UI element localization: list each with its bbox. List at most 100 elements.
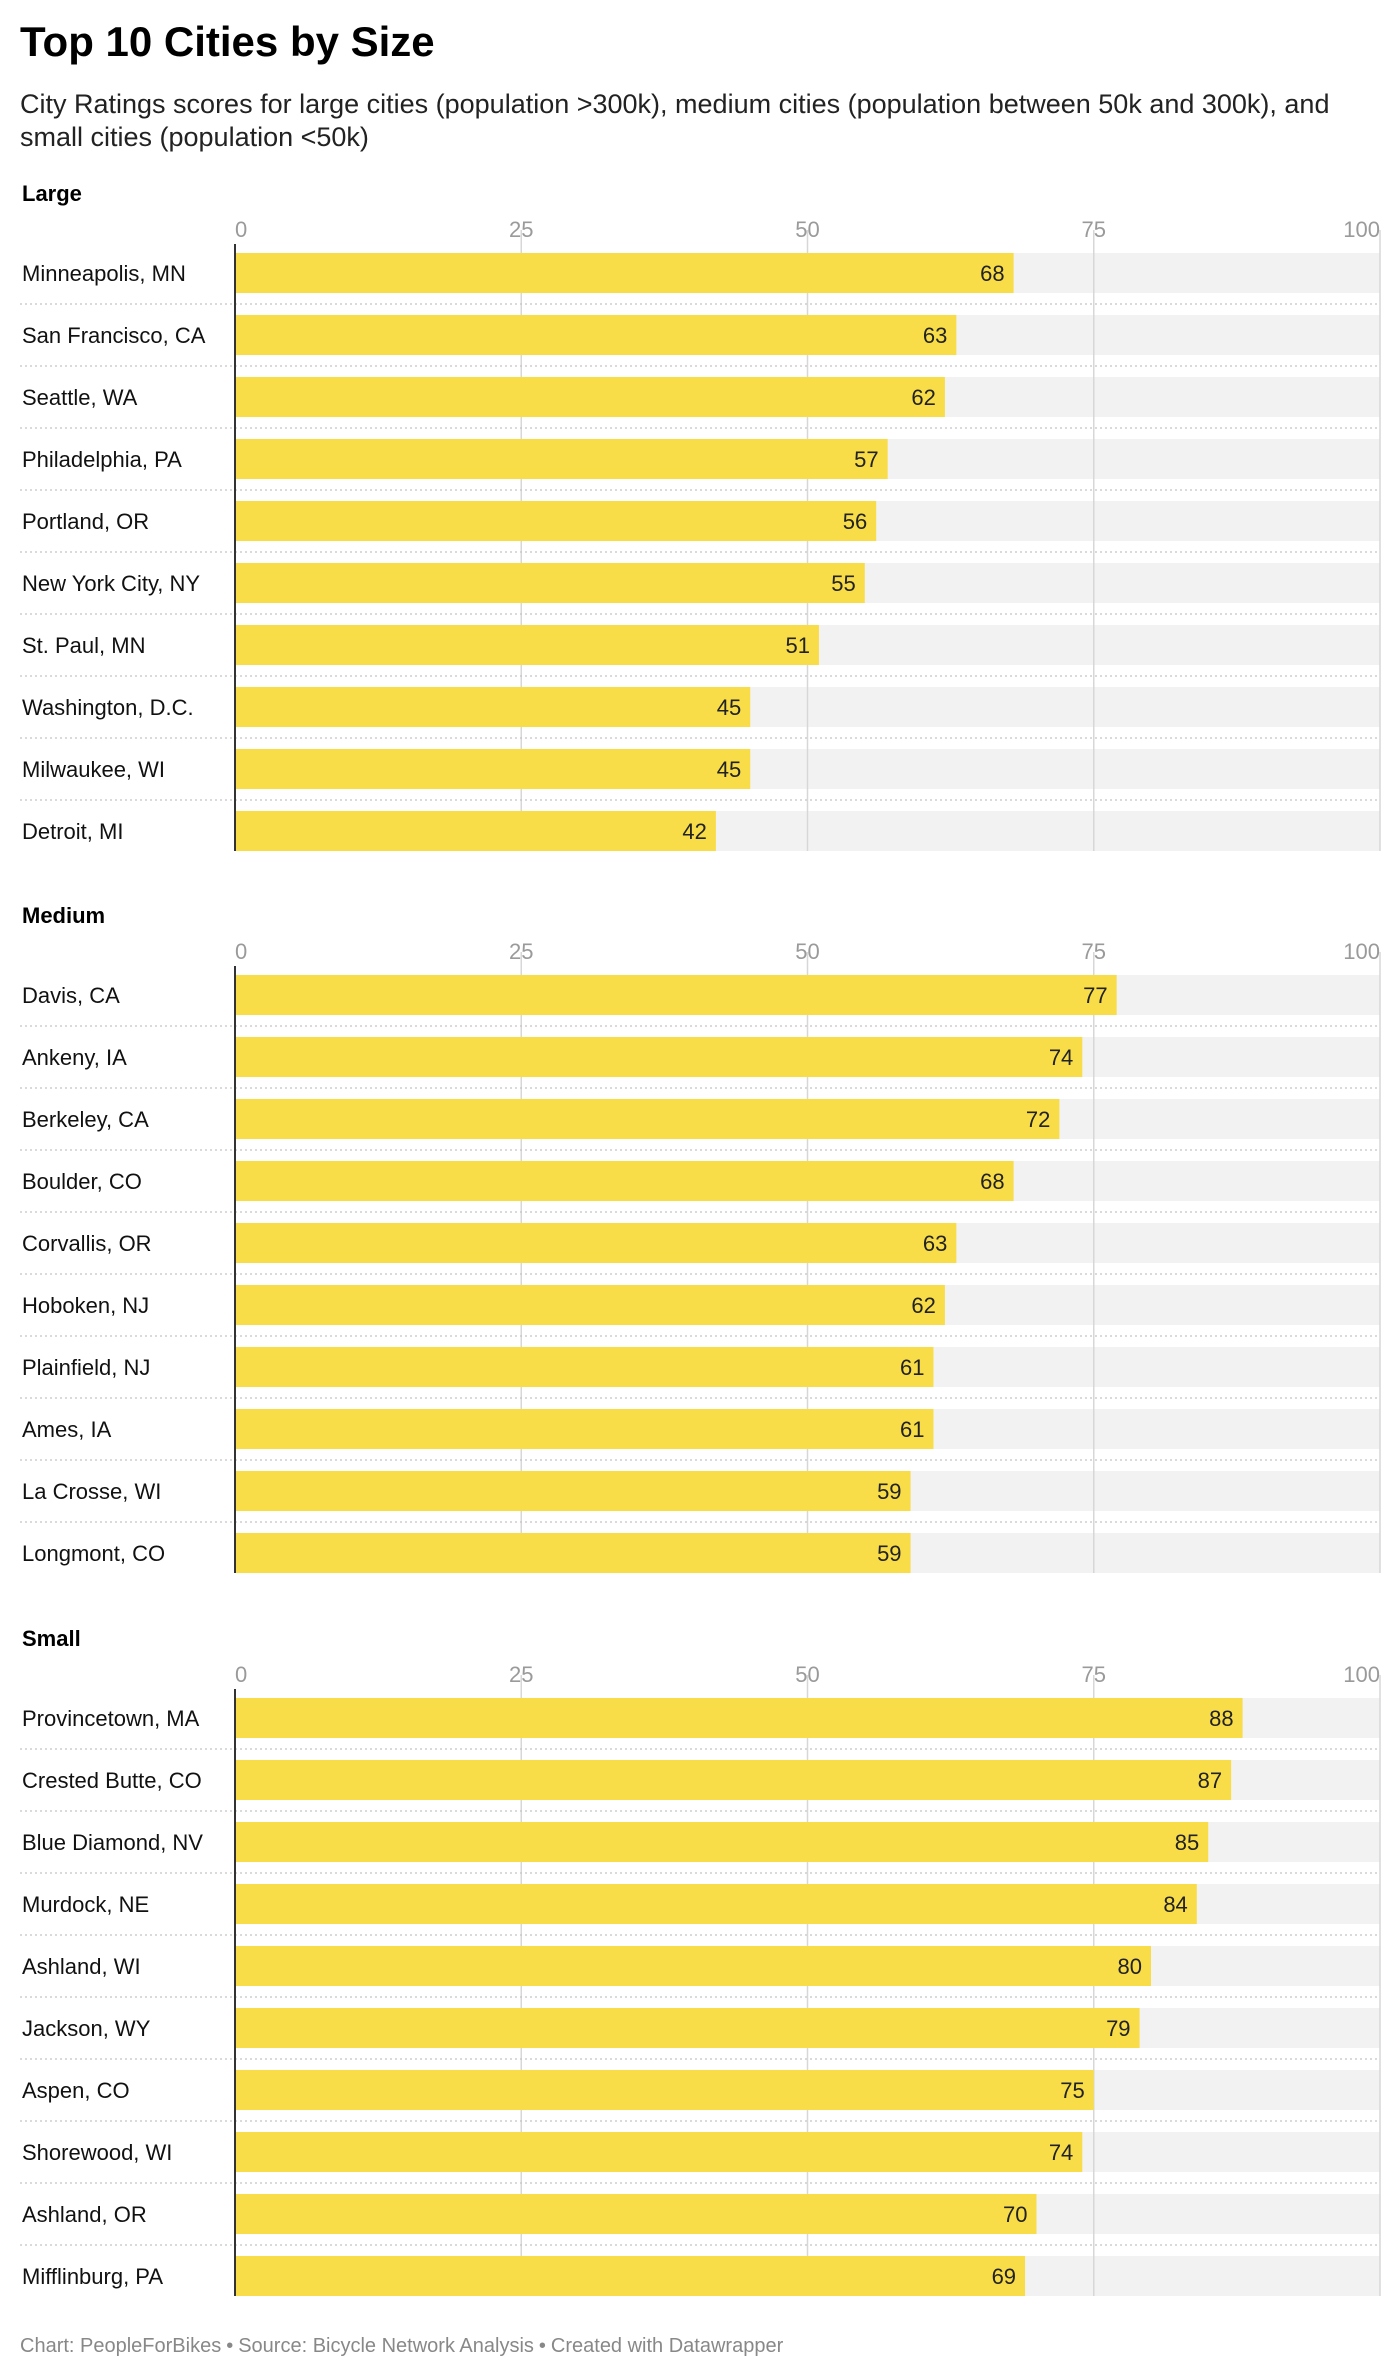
bar-value-label: 69: [992, 2264, 1016, 2289]
category-label: Corvallis, OR: [22, 1231, 152, 1256]
bar-value-label: 57: [854, 447, 878, 472]
category-label: Plainfield, NJ: [22, 1355, 150, 1380]
bar: [235, 315, 957, 355]
bar: [235, 975, 1117, 1015]
bar-value-label: 68: [980, 261, 1004, 286]
bar-value-label: 45: [717, 757, 741, 782]
bar: [235, 1099, 1060, 1139]
bar: [235, 1161, 1014, 1201]
category-label: Murdock, NE: [22, 1892, 149, 1917]
bar-value-label: 63: [923, 323, 947, 348]
bar: [235, 1409, 934, 1449]
category-label: Ankeny, IA: [22, 1045, 127, 1070]
category-label: Berkeley, CA: [22, 1107, 149, 1132]
bar-value-label: 87: [1198, 1768, 1222, 1793]
category-label: Davis, CA: [22, 983, 120, 1008]
chart-footer: Chart: PeopleForBikes • Source: Bicycle Ne…: [20, 2335, 783, 2358]
x-tick-label: 25: [509, 1662, 533, 1687]
bar-value-label: 79: [1106, 2016, 1130, 2041]
x-tick-label: 100: [1343, 217, 1380, 242]
category-label: Seattle, WA: [22, 385, 138, 410]
bar: [235, 1285, 945, 1325]
bar-value-label: 74: [1049, 1045, 1073, 1070]
bar-value-label: 70: [1003, 2202, 1027, 2227]
bar: [235, 1037, 1083, 1077]
bar: [235, 687, 751, 727]
bar-value-label: 62: [911, 385, 935, 410]
category-label: Minneapolis, MN: [22, 261, 186, 286]
category-label: Longmont, CO: [22, 1541, 165, 1566]
bar-value-label: 88: [1209, 1706, 1233, 1731]
bar: [235, 625, 819, 665]
category-label: Washington, D.C.: [22, 695, 194, 720]
bar-value-label: 77: [1083, 983, 1107, 1008]
bar: [235, 501, 877, 541]
category-label: Detroit, MI: [22, 819, 123, 844]
category-label: Portland, OR: [22, 509, 149, 534]
bar: [235, 1946, 1151, 1986]
category-label: Hoboken, NJ: [22, 1293, 149, 1318]
x-tick-label: 50: [795, 1662, 819, 1687]
category-label: Ashland, OR: [22, 2202, 147, 2227]
bar-value-label: 61: [900, 1417, 924, 1442]
bar-charts: Large 0 25 50 75 100 68 Minneapolis, MN 63 San Fr…: [20, 181, 1381, 2296]
bar: [235, 811, 716, 851]
x-tick-label: 0: [235, 217, 247, 242]
footer-separator: •: [226, 2335, 234, 2357]
x-tick-label: 25: [509, 217, 533, 242]
x-tick-label: 0: [235, 939, 247, 964]
chart-subtitle: City Ratings scores for large cities (po…: [20, 89, 1330, 152]
x-tick-label: 25: [509, 939, 533, 964]
category-label: Crested Butte, CO: [22, 1768, 202, 1793]
bar: [235, 563, 865, 603]
panel-title: Large: [22, 181, 82, 206]
category-label: San Francisco, CA: [22, 323, 206, 348]
bar: [235, 2132, 1083, 2172]
category-label: Shorewood, WI: [22, 2140, 172, 2165]
bar-value-label: 63: [923, 1231, 947, 1256]
footer-created-with[interactable]: Created with Datawrapper: [550, 2335, 784, 2357]
category-label: Ames, IA: [22, 1417, 112, 1442]
bar: [235, 1347, 934, 1387]
x-tick-label: 75: [1082, 1662, 1106, 1687]
category-label: La Crosse, WI: [22, 1479, 161, 1504]
category-label: Milwaukee, WI: [22, 757, 165, 782]
bar-value-label: 59: [877, 1479, 901, 1504]
x-tick-label: 100: [1343, 1662, 1380, 1687]
bar: [235, 377, 945, 417]
category-label: St. Paul, MN: [22, 633, 145, 658]
x-tick-label: 0: [235, 1662, 247, 1687]
footer-separator: •: [538, 2335, 546, 2357]
category-label: Provincetown, MA: [22, 1706, 200, 1731]
category-label: Ashland, WI: [22, 1954, 141, 1979]
x-tick-label: 50: [795, 939, 819, 964]
bar-value-label: 74: [1049, 2140, 1073, 2165]
bar-value-label: 42: [682, 819, 706, 844]
category-label: New York City, NY: [22, 571, 200, 596]
bar: [235, 253, 1014, 293]
category-label: Boulder, CO: [22, 1169, 142, 1194]
category-label: Blue Diamond, NV: [22, 1830, 203, 1855]
bar: [235, 1884, 1197, 1924]
bar: [235, 439, 888, 479]
bar-value-label: 55: [831, 571, 855, 596]
bar: [235, 2256, 1026, 2296]
bar-value-label: 51: [785, 633, 809, 658]
footer-credit[interactable]: Chart: PeopleForBikes: [20, 2335, 222, 2357]
bar: [235, 1223, 957, 1263]
bar-value-label: 84: [1163, 1892, 1187, 1917]
footer-source[interactable]: Source: Bicycle Network Analysis: [238, 2335, 534, 2357]
panel-title: Medium: [22, 903, 105, 928]
x-tick-label: 75: [1082, 217, 1106, 242]
x-tick-label: 50: [795, 217, 819, 242]
bar: [235, 749, 751, 789]
bar-value-label: 80: [1118, 1954, 1142, 1979]
x-tick-label: 75: [1082, 939, 1106, 964]
bar: [235, 1760, 1232, 1800]
category-label: Mifflinburg, PA: [22, 2264, 163, 2289]
bar-value-label: 75: [1060, 2078, 1084, 2103]
bar-value-label: 85: [1175, 1830, 1199, 1855]
bar: [235, 1822, 1209, 1862]
chart-title: Top 10 Cities by Size: [20, 18, 435, 65]
bar-value-label: 68: [980, 1169, 1004, 1194]
